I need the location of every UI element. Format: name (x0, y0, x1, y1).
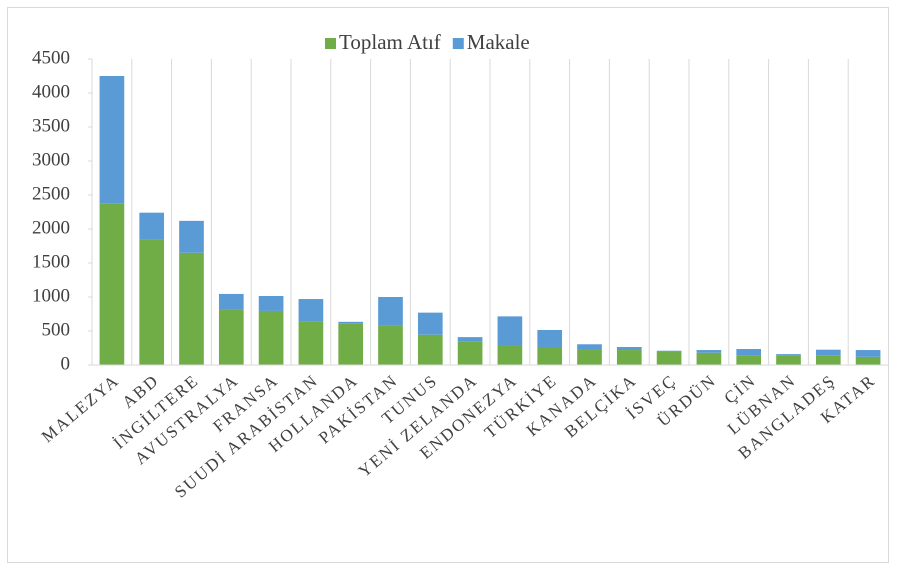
y-tick-label: 3000 (32, 149, 70, 170)
y-tick-label: 3500 (32, 115, 70, 136)
bar-segment (855, 350, 881, 357)
legend-label: Makale (467, 30, 530, 54)
bar-segment (298, 299, 324, 322)
legend-label: Toplam Atıf (339, 30, 441, 54)
y-tick-label: 0 (61, 353, 71, 374)
bar-segment (577, 349, 602, 365)
bar-segment (736, 355, 762, 365)
bar-segment (378, 297, 403, 326)
bar-segment (616, 346, 642, 351)
y-tick-label: 1000 (32, 285, 70, 306)
bar-segment (577, 344, 602, 350)
bar-segment (537, 329, 563, 347)
bar-segment (656, 351, 682, 365)
bar-segment (378, 325, 403, 365)
bar-segment (457, 337, 483, 342)
bar-segment (497, 345, 523, 365)
y-tick-label: 2000 (32, 217, 70, 238)
bar-segment (417, 334, 443, 365)
y-tick-label: 4500 (32, 47, 70, 68)
bar-segment (696, 352, 722, 365)
bar-segment (258, 295, 284, 311)
bar-segment (855, 356, 881, 365)
y-tick-label: 1500 (32, 251, 70, 272)
bar-segment (179, 252, 204, 365)
bar-segment (258, 310, 284, 365)
y-tick-label: 2500 (32, 183, 70, 204)
bar-segment (139, 239, 165, 365)
bar-segment (99, 203, 125, 365)
bar-segment (338, 323, 364, 365)
legend-swatch (452, 38, 464, 49)
y-tick-label: 4000 (32, 81, 70, 102)
bar-segment (218, 309, 244, 365)
bar-segment (417, 312, 443, 335)
bar-segment (776, 355, 801, 365)
bar-segment (776, 354, 801, 356)
legend-swatch (325, 38, 336, 49)
bar-segment (457, 341, 483, 365)
bar-segment (179, 220, 204, 253)
bar-segment (537, 346, 563, 365)
bar-segment (338, 321, 364, 324)
bar-segment (616, 350, 642, 365)
bar-segment (497, 316, 523, 346)
bar-segment (815, 355, 841, 365)
bar-segment (815, 349, 841, 356)
bar-segment (218, 293, 244, 310)
bar-segment (736, 349, 762, 356)
y-tick-label: 500 (42, 319, 71, 340)
bar-segment (139, 212, 165, 240)
bar-segment (298, 321, 324, 365)
bar-segment (99, 76, 125, 204)
bar-segment (696, 350, 722, 353)
